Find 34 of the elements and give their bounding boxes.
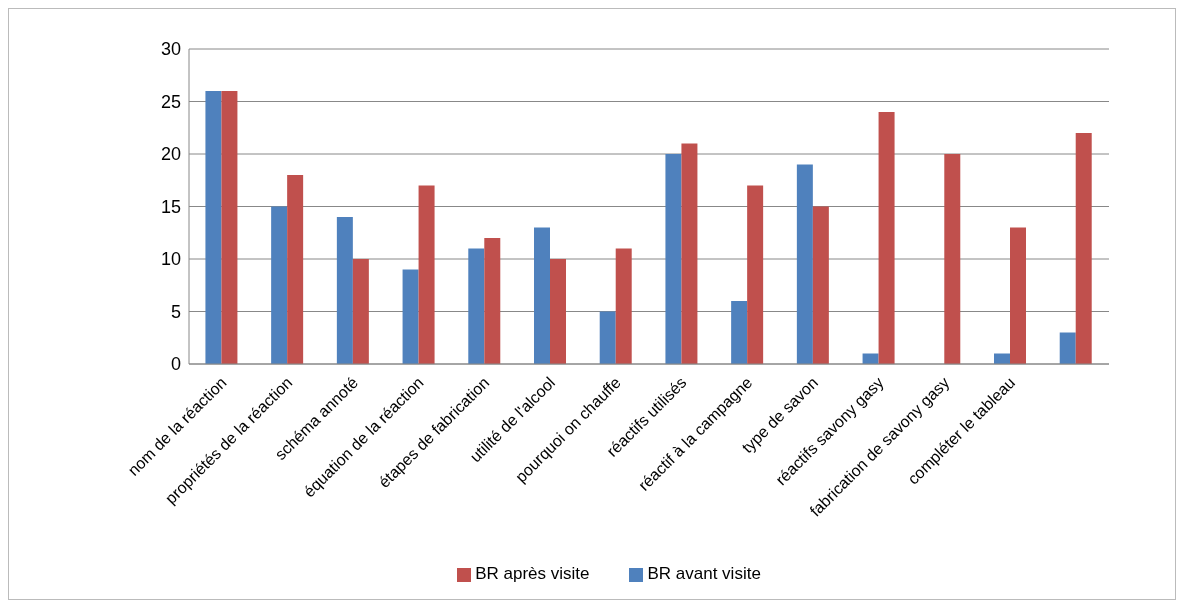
bar [812,206,829,364]
bar [1059,332,1076,364]
bar [1075,133,1092,364]
bar [336,217,353,364]
bar [681,143,698,364]
bar [796,164,813,364]
y-tick-label: 15 [160,196,181,217]
bar [205,91,222,364]
bar [944,154,961,364]
y-tick-label: 25 [160,91,181,112]
y-tick-label: 5 [170,301,181,322]
bar [615,248,632,364]
legend-label: BR avant visite [647,564,761,583]
bar [468,248,485,364]
legend-label: BR après visite [475,564,590,583]
bar [418,185,435,364]
bar [731,301,748,364]
bar [534,227,550,364]
bar [287,175,304,364]
bar [747,185,764,364]
bar [878,112,895,364]
bar [665,154,682,364]
bar [1010,227,1026,364]
bar [599,311,616,364]
bar [352,259,369,364]
bar [221,91,238,364]
bar [271,206,288,364]
y-tick-label: 30 [160,39,181,60]
y-tick-label: 10 [160,249,181,270]
bar [402,269,419,364]
bar [484,238,501,364]
bar [550,259,566,364]
y-tick-label: 0 [170,354,181,375]
y-tick-label: 20 [160,144,181,165]
